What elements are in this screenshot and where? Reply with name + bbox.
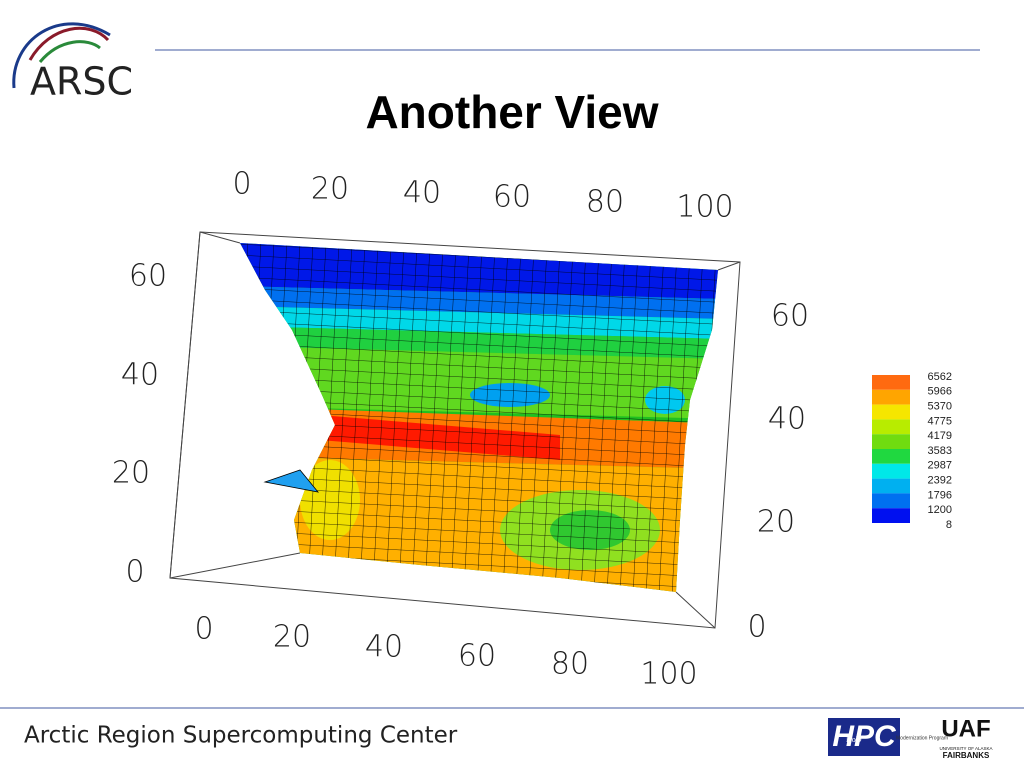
tick-label: 40 [365, 630, 403, 665]
tick-label: 100 [676, 190, 733, 225]
legend-label: 2392 [928, 475, 952, 487]
legend-label: 4179 [928, 430, 952, 442]
legend-label: 1200 [928, 504, 952, 516]
legend-swatch [872, 404, 910, 420]
tick-label: 60 [458, 639, 496, 674]
surface-spike [263, 469, 320, 493]
tick-label: 80 [586, 185, 624, 220]
plot-box [169, 231, 741, 629]
tick-label: 20 [112, 456, 150, 491]
legend-label: 1796 [928, 489, 952, 501]
legend-label: 2987 [928, 460, 952, 472]
legend-swatch [872, 434, 910, 449]
logo-text: ARSC [30, 60, 133, 104]
tick-label: 40 [768, 402, 806, 437]
footer-text: Arctic Region Supercomputing Center [24, 723, 458, 749]
tick-label: 20 [273, 620, 311, 655]
legend-swatch [872, 375, 910, 390]
legend-swatch [872, 463, 910, 479]
tick-label: 40 [403, 176, 441, 211]
uaf-sub: UNIVERSITY OF ALASKA [940, 746, 993, 751]
logo: ARSC [12, 22, 133, 104]
tick-label: 40 [121, 358, 159, 393]
tick-label: 0 [747, 610, 766, 645]
surface [240, 243, 718, 592]
slide-title: Another View [365, 86, 658, 138]
legend-label: 4775 [928, 415, 952, 427]
tick-label: 20 [757, 505, 795, 540]
tick-label: 60 [129, 259, 167, 294]
hpc-sub: Modernization Program [896, 735, 948, 741]
legend-swatch [872, 508, 910, 523]
legend-label: 6562 [928, 371, 952, 383]
dod-text: DoD [846, 735, 862, 744]
legend-swatch [872, 449, 910, 464]
legend: 6562 5966 5370 4775 4179 3583 2987 2392 1796 1200… [872, 371, 952, 531]
tick-label: 0 [232, 167, 251, 202]
legend-label: 5966 [928, 386, 952, 398]
tick-label: 100 [640, 657, 697, 692]
tick-label: 80 [551, 647, 589, 682]
tick-label: 0 [125, 555, 144, 590]
axis-ticks: 0 20 40 60 80 100 60 40 20 0 60 40 20 0 0 20 40 60 80 100 [112, 167, 809, 692]
uaf-logo: UAF UNIVERSITY OF ALASKA FAIRBANKS [940, 715, 993, 760]
uaf-place: FAIRBANKS [943, 751, 990, 760]
legend-swatch [872, 419, 910, 435]
tick-label: 20 [311, 172, 349, 207]
hpc-logo: HPC DoD Modernization Program [828, 718, 948, 756]
tick-label: 0 [194, 612, 213, 647]
tick-label: 60 [771, 299, 809, 334]
tick-label: 60 [493, 180, 531, 215]
legend-swatch [872, 478, 910, 494]
legend-swatch [872, 493, 910, 509]
uaf-text: UAF [941, 715, 990, 742]
legend-label: 8 [946, 519, 952, 531]
legend-swatch [872, 389, 910, 405]
legend-label: 3583 [928, 445, 952, 457]
legend-label: 5370 [928, 401, 952, 413]
hpc-text: HPC [832, 720, 897, 753]
